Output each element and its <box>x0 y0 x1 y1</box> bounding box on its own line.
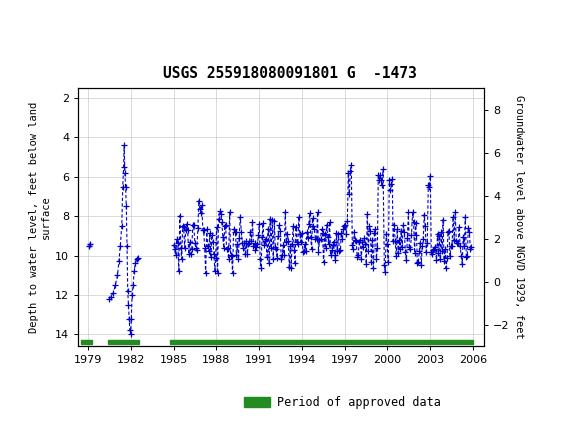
Text: USGS: USGS <box>9 16 64 34</box>
Text: ≡: ≡ <box>2 16 17 34</box>
Bar <box>108 340 139 344</box>
Y-axis label: Groundwater level above NGVD 1929, feet: Groundwater level above NGVD 1929, feet <box>514 95 524 339</box>
Y-axis label: Depth to water level, feet below land
surface: Depth to water level, feet below land su… <box>30 101 51 333</box>
Bar <box>81 340 92 344</box>
Bar <box>170 340 473 344</box>
Text: USGS 255918080091801 G  -1473: USGS 255918080091801 G -1473 <box>163 66 417 80</box>
Text: Period of approved data: Period of approved data <box>277 396 441 408</box>
